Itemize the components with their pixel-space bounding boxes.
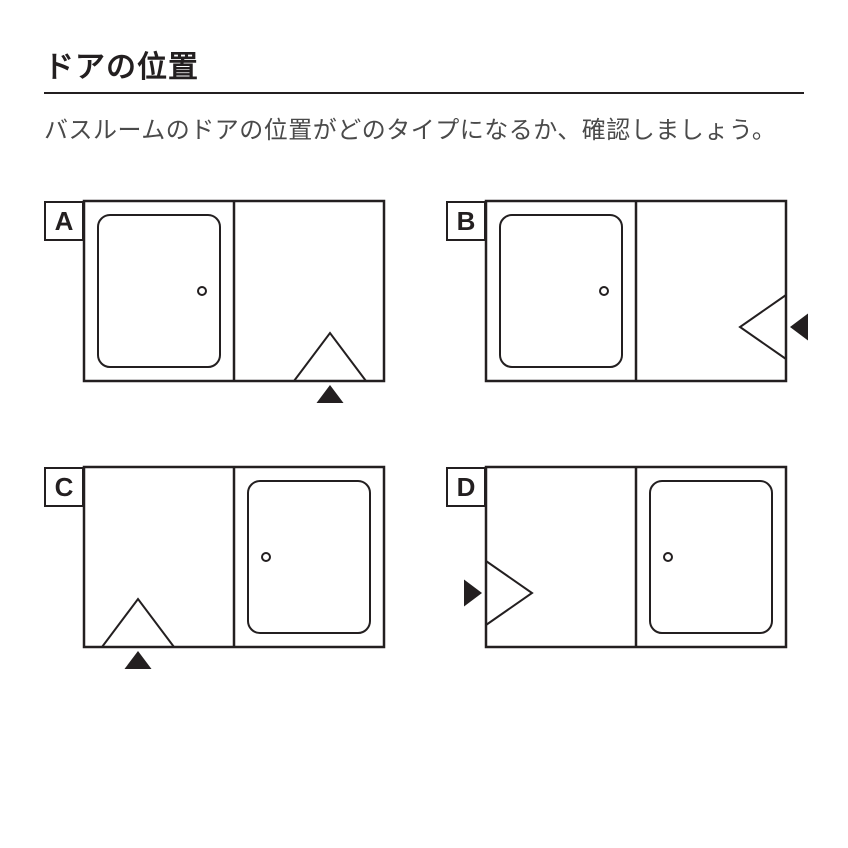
floor-plan xyxy=(44,201,404,451)
option-label-box: A xyxy=(44,201,84,241)
tub-knob xyxy=(664,553,672,561)
floor-plan xyxy=(446,201,806,451)
direction-indicator-icon xyxy=(464,580,482,607)
direction-indicator-icon xyxy=(790,314,808,341)
option-label: B xyxy=(457,206,476,237)
floor-plan xyxy=(446,467,806,717)
bathtub xyxy=(650,481,772,633)
direction-indicator-icon xyxy=(125,651,152,669)
option-label-box: C xyxy=(44,467,84,507)
door-entry-icon xyxy=(740,295,786,359)
option-d: D xyxy=(446,467,804,677)
tub-knob xyxy=(600,287,608,295)
tub-knob xyxy=(198,287,206,295)
option-a: A xyxy=(44,201,402,411)
page-description: バスルームのドアの位置がどのタイプになるか、確認しましょう。 xyxy=(44,112,804,149)
page-title: ドアの位置 xyxy=(44,42,804,94)
floor-plan xyxy=(44,467,404,717)
option-c: C xyxy=(44,467,402,677)
option-b: B xyxy=(446,201,804,411)
tub-knob xyxy=(262,553,270,561)
option-label: C xyxy=(55,472,74,503)
door-entry-icon xyxy=(102,599,174,647)
direction-indicator-icon xyxy=(317,385,344,403)
options-grid: A B C D xyxy=(44,201,804,677)
option-label-box: D xyxy=(446,467,486,507)
bathtub xyxy=(500,215,622,367)
option-label: A xyxy=(55,206,74,237)
option-label-box: B xyxy=(446,201,486,241)
option-label: D xyxy=(457,472,476,503)
door-entry-icon xyxy=(486,561,532,625)
door-entry-icon xyxy=(294,333,366,381)
bathtub xyxy=(248,481,370,633)
bathtub xyxy=(98,215,220,367)
